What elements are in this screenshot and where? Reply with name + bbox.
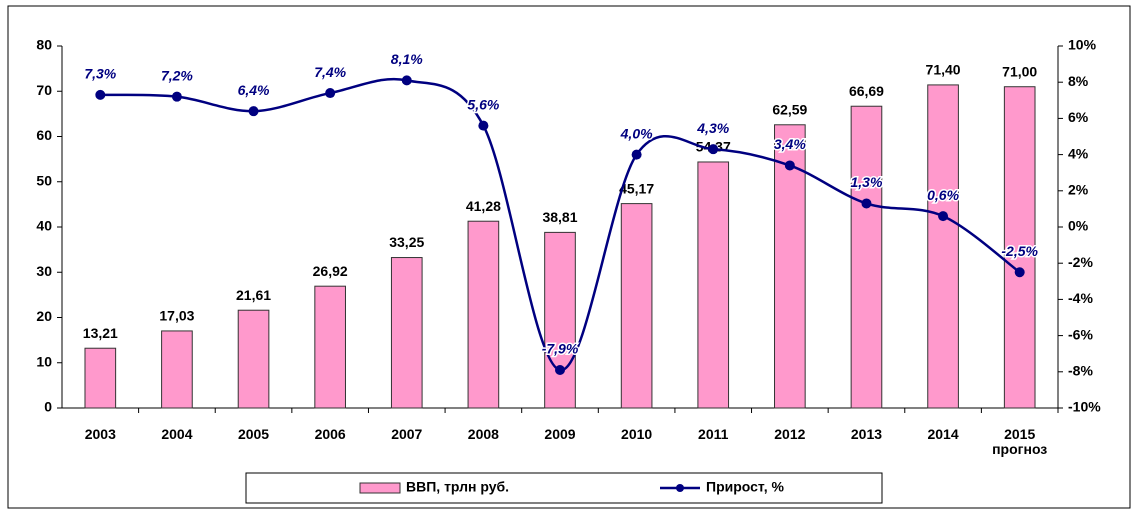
line-point <box>708 144 719 155</box>
x-tick-label: 2005 <box>237 426 270 442</box>
y2-tick-label: -6% <box>1068 326 1093 342</box>
line-point <box>478 120 489 131</box>
bar <box>84 347 117 409</box>
y-tick-label: 30 <box>36 263 52 279</box>
y2-tick-label: 6% <box>1068 109 1089 125</box>
y2-tick-label: 8% <box>1068 73 1089 89</box>
x-tick-label: 2006 <box>314 426 346 442</box>
y-tick-label: 20 <box>36 308 52 324</box>
x-tick-label: 2013 <box>850 426 883 442</box>
legend-label: Прирост, % <box>706 479 785 495</box>
legend-marker <box>676 484 684 492</box>
x-tick-label: 2012 <box>774 426 806 442</box>
line-value-label: 5,6% <box>467 96 499 112</box>
line-value-label: 7,4% <box>314 64 346 80</box>
bar-value-label: 13,21 <box>83 325 118 341</box>
line-point <box>555 364 565 375</box>
line-point <box>861 198 872 209</box>
bar-value-label: 66,69 <box>849 83 884 99</box>
bar <box>697 161 730 409</box>
bar <box>1003 86 1036 409</box>
y-tick-label: 10 <box>36 353 52 369</box>
bar <box>161 330 193 409</box>
y-tick-label: 40 <box>36 218 52 234</box>
line-point <box>938 211 949 222</box>
line-point <box>325 88 336 99</box>
y-tick-label: 0 <box>44 399 52 415</box>
bar <box>620 203 653 409</box>
x-tick-label: 2007 <box>391 426 423 442</box>
bar-value-label: 62,59 <box>772 101 807 117</box>
line-point <box>1014 267 1025 278</box>
line-value-label: 4,0% <box>620 125 653 141</box>
x-tick-label: 2014 <box>927 426 959 442</box>
bar-value-label: 33,25 <box>389 234 424 250</box>
bar <box>237 309 270 409</box>
legend-label: ВВП, трлн руб. <box>406 479 509 495</box>
line-value-label: -2,5% <box>1001 243 1038 259</box>
y2-tick-label: -2% <box>1068 254 1093 270</box>
bar <box>774 124 806 409</box>
bar <box>314 285 346 409</box>
y-tick-label: 70 <box>36 82 52 98</box>
line-value-label: 7,2% <box>161 67 193 83</box>
line-point <box>401 75 412 86</box>
line-value-label: 0,6% <box>927 187 959 203</box>
bar-value-label: 38,81 <box>542 209 577 225</box>
line-point <box>95 89 106 100</box>
y2-tick-label: 0% <box>1068 218 1089 234</box>
bar-value-label: 41,28 <box>466 198 501 214</box>
x-tick-label: 2015 прогноз <box>992 426 1048 457</box>
x-tick-label: 2008 <box>467 426 499 442</box>
y2-tick-label: -4% <box>1068 290 1093 306</box>
y2-tick-label: -8% <box>1068 363 1093 379</box>
bar <box>850 105 883 409</box>
y2-tick-label: 2% <box>1068 182 1089 198</box>
x-tick-label: 2010 <box>621 426 653 442</box>
y-tick-label: 80 <box>36 37 52 53</box>
bar-value-label: 45,17 <box>619 180 654 196</box>
bar-value-label: 21,61 <box>236 287 271 303</box>
bar-value-label: 26,92 <box>313 263 348 279</box>
line-value-label: 1,3% <box>851 174 883 190</box>
line-point <box>784 160 795 171</box>
line-point <box>631 149 642 160</box>
x-tick-label: 2004 <box>161 426 193 442</box>
bar <box>390 257 423 409</box>
x-tick-label: 2003 <box>84 426 116 442</box>
y-tick-label: 60 <box>36 127 52 143</box>
line-value-label: -7,9% <box>542 341 579 357</box>
bar <box>467 220 500 409</box>
y-tick-label: 50 <box>36 172 52 188</box>
legend-box <box>245 472 883 504</box>
bar-value-label: 17,03 <box>159 308 194 324</box>
y2-tick-label: 4% <box>1068 145 1089 161</box>
y2-tick-label: 10% <box>1068 37 1097 53</box>
line-value-label: 4,3% <box>696 120 729 136</box>
line-value-label: 7,3% <box>84 66 116 82</box>
line-point <box>171 91 182 102</box>
y2-tick-label: -10% <box>1068 399 1101 415</box>
line-value-label: 8,1% <box>391 51 423 67</box>
bar <box>544 231 576 409</box>
line-value-label: 6,4% <box>238 82 270 98</box>
legend-swatch <box>359 482 401 494</box>
bar-value-label: 71,00 <box>1002 63 1037 79</box>
frame <box>7 5 1131 509</box>
bar-value-label: 71,40 <box>926 62 961 78</box>
line-value-label: 3,4% <box>774 136 806 152</box>
x-tick-label: 2009 <box>544 426 576 442</box>
bar <box>927 84 959 409</box>
x-tick-label: 2011 <box>698 426 729 442</box>
line-point <box>248 106 259 117</box>
